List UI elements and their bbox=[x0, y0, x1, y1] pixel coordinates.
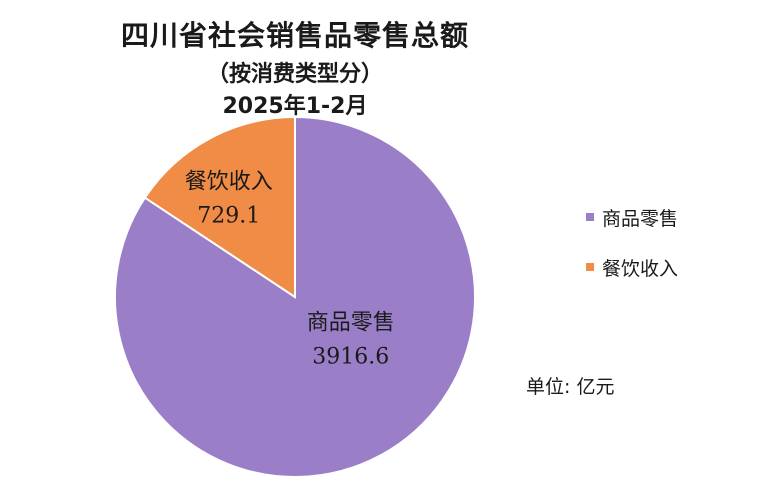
slice-label-retail: 商品零售 bbox=[307, 311, 395, 336]
slice-catering bbox=[143, 115, 296, 299]
legend-label-retail: 商品零售 bbox=[602, 207, 679, 230]
legend-item-retail: 商品零售 bbox=[586, 206, 679, 230]
unit-note: 单位: 亿元 bbox=[526, 376, 615, 398]
chart-period: 2025年1-2月 bbox=[222, 94, 368, 119]
slice-value-catering: 729.1 bbox=[197, 203, 260, 228]
legend: 商品零售 餐饮收入 bbox=[586, 206, 678, 306]
slice-labels: 商品零售 3916.6 餐饮收入 729.1 bbox=[185, 169, 395, 369]
legend-label-catering: 餐饮收入 bbox=[602, 257, 679, 280]
slice-value-retail: 3916.6 bbox=[312, 345, 389, 370]
legend-swatch-retail bbox=[586, 213, 594, 221]
legend-swatch-catering bbox=[586, 263, 594, 271]
pie-slices bbox=[114, 115, 476, 478]
legend-item-catering: 餐饮收入 bbox=[586, 256, 679, 280]
chart-title: 四川省社会销售品零售总额 bbox=[120, 19, 469, 52]
slice-label-catering: 餐饮收入 bbox=[185, 169, 273, 194]
chart-subtitle: （按消费类型分） bbox=[206, 62, 383, 87]
